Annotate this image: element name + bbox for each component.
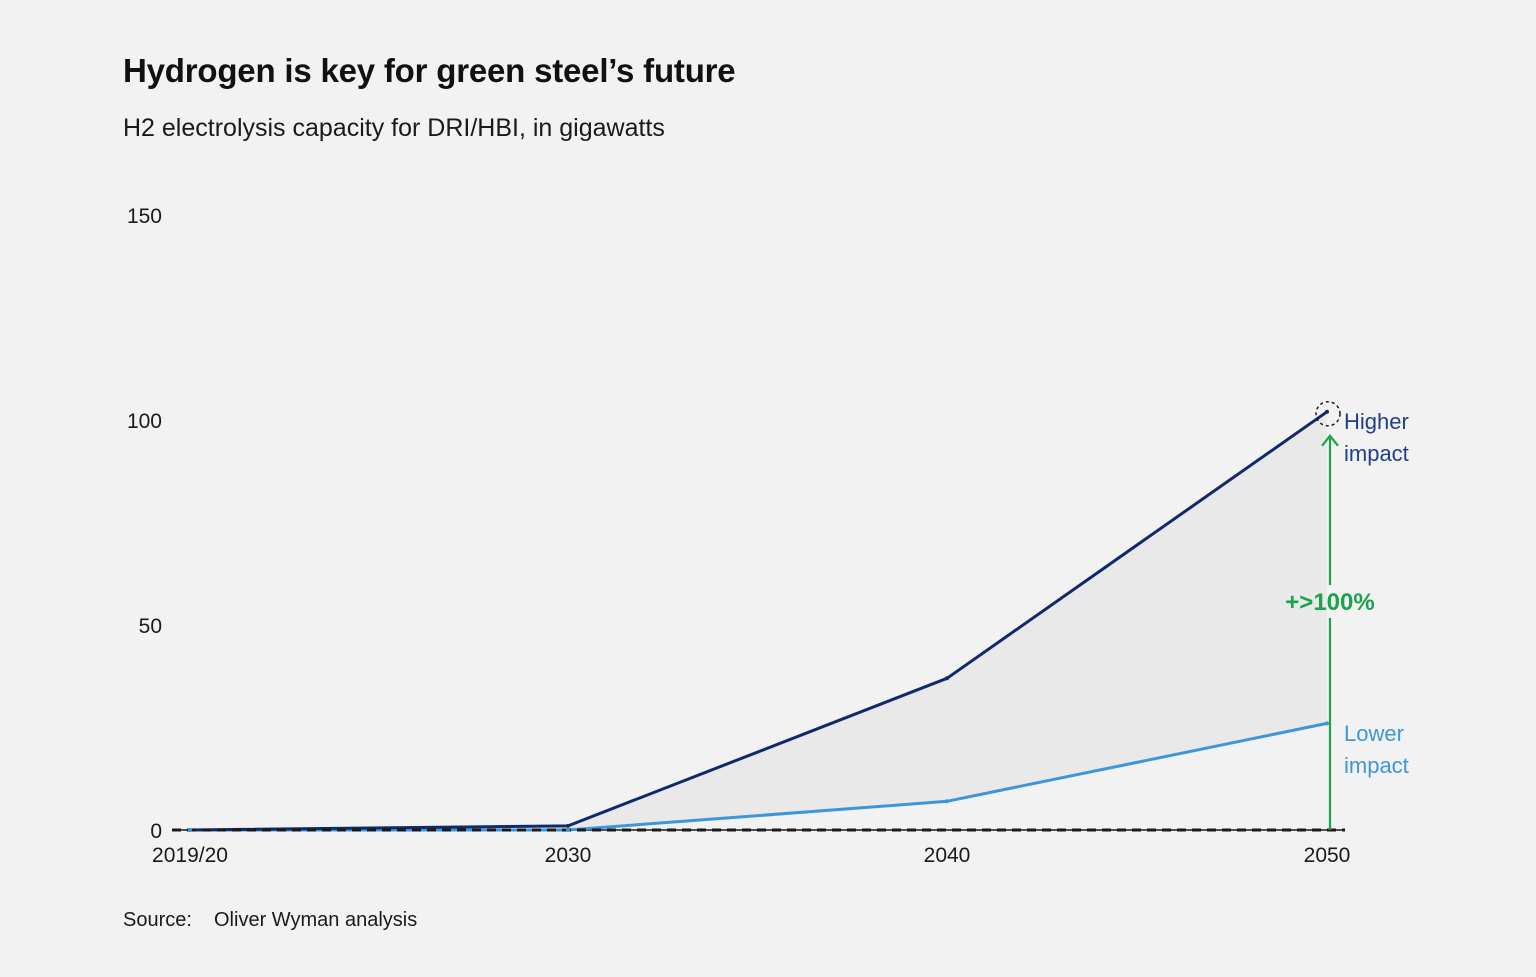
series-label-lower-impact: Lower	[1344, 721, 1404, 746]
point-higher-impact	[945, 676, 949, 681]
point-higher-impact	[1325, 409, 1329, 414]
x-tick-label: 2030	[545, 844, 592, 867]
x-tick-label: 2050	[1304, 844, 1351, 867]
point-lower-impact	[188, 828, 192, 832]
y-tick-label: 150	[127, 205, 162, 228]
point-lower-impact	[566, 828, 570, 832]
chart-title: Hydrogen is key for green steel’s future	[123, 52, 736, 89]
series-label-lower-impact: impact	[1344, 753, 1409, 778]
x-tick-label: 2019/20	[152, 844, 228, 867]
growth-arrow-head	[1321, 434, 1339, 447]
growth-annotation: +>100%	[1285, 589, 1374, 616]
point-lower-impact	[1325, 721, 1329, 726]
series-line-lower-impact	[190, 721, 1328, 832]
scenario-band	[190, 411, 1327, 830]
series-label-higher-impact: impact	[1344, 441, 1409, 466]
series-label-higher-impact: Higher	[1344, 409, 1409, 434]
point-higher-impact	[566, 823, 570, 828]
endpoint-highlight-circle	[1315, 401, 1341, 427]
x-tick-label: 2040	[924, 844, 971, 867]
chart-subtitle: H2 electrolysis capacity for DRI/HBI, in…	[123, 114, 665, 142]
series-line-higher-impact	[189, 410, 1328, 832]
y-tick-label: 0	[150, 820, 162, 843]
point-lower-impact	[945, 799, 949, 804]
source-note: Source: Oliver Wyman analysis	[123, 909, 417, 932]
y-tick-label: 50	[139, 615, 162, 638]
source-text: Oliver Wyman analysis	[214, 909, 418, 931]
y-tick-label: 100	[127, 410, 162, 433]
source-label: Source:	[123, 909, 192, 931]
